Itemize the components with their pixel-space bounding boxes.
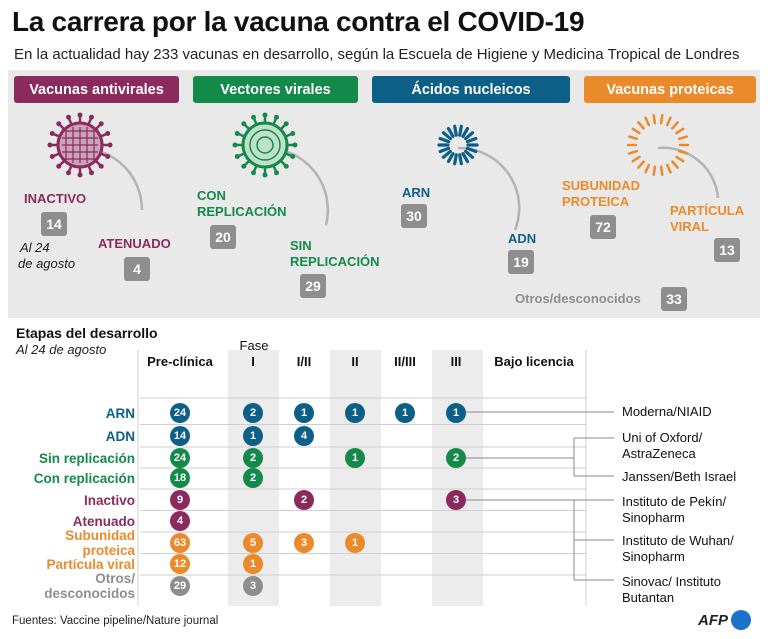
virus-antiviral-icon (47, 112, 113, 178)
label-atenuado: ATENUADO (98, 236, 171, 251)
label-particula-1: PARTÍCULA (670, 203, 745, 218)
stage-count-6-1: 5 (243, 533, 263, 553)
row-label-4: Inactivo (83, 492, 135, 508)
row-label-3: Con replicación (33, 470, 135, 486)
category-viral-vectors: Vectores virales (193, 76, 358, 103)
stage-count-0-5: 1 (446, 403, 466, 423)
row-label-2: Sin replicación (38, 450, 135, 466)
virus-viral-vector-icon (232, 112, 298, 178)
stage-count-2-0: 24 (170, 448, 190, 468)
stage-count-4-0: 9 (170, 490, 190, 510)
stage-count-1-1: 1 (243, 426, 263, 446)
row-label-5: Atenuado (72, 513, 135, 529)
stage-count-7-0: 12 (170, 554, 190, 574)
stage-count-0-2: 1 (294, 403, 314, 423)
fase-label: Fase (239, 338, 269, 353)
count-sin-replicacion: 29 (300, 274, 326, 298)
label-sin-replicacion-2: REPLICACIÓN (290, 254, 380, 269)
label-subunidad-2: PROTEICA (562, 194, 630, 209)
count-adn: 19 (508, 250, 534, 274)
afp-logo: AFP (698, 610, 751, 630)
org-wuhan-1: Instituto de Wuhan/ (622, 533, 734, 548)
date-note-line2: de agosto (18, 256, 76, 271)
column-header-5: III (450, 354, 462, 369)
stage-count-7-1: 1 (243, 554, 263, 574)
stage-count-4-5: 3 (446, 490, 466, 510)
stage-count-3-0: 18 (170, 468, 190, 488)
column-header-1: I (251, 354, 255, 369)
label-arn: ARN (402, 185, 431, 200)
stages-title: Etapas del desarrollo (16, 325, 158, 341)
source-note: Fuentes: Vaccine pipeline/Nature journal (12, 615, 219, 627)
category-protein: Vacunas proteicas (584, 76, 756, 103)
count-particula: 13 (714, 238, 740, 262)
org-sinovac-2: Butantan (622, 590, 675, 605)
arc-protein (657, 146, 720, 199)
count-otros: 33 (661, 287, 687, 311)
column-header-3: II (351, 354, 359, 369)
label-con-replicacion-2: REPLICACIÓN (197, 204, 287, 219)
count-atenuado: 4 (124, 257, 150, 281)
page-title: La carrera por la vacuna contra el COVID… (12, 6, 585, 37)
label-con-replicacion-1: CON (197, 188, 226, 203)
stages-table-grid (137, 350, 614, 606)
label-adn: ADN (508, 231, 537, 246)
column-header-6: Bajo licencia (494, 354, 574, 369)
stages-subtitle: Al 24 de agosto (16, 342, 107, 357)
page-subtitle: En la actualidad hay 233 vacunas en desa… (14, 46, 740, 63)
stage-count-0-0: 24 (170, 403, 190, 423)
count-con-replicacion: 20 (210, 225, 236, 249)
stage-count-2-5: 2 (446, 448, 466, 468)
stage-count-8-0: 29 (170, 576, 190, 596)
stage-count-4-2: 2 (294, 490, 314, 510)
count-arn: 30 (401, 204, 427, 228)
category-antiviral: Vacunas antivirales (14, 76, 179, 103)
stage-count-0-1: 2 (243, 403, 263, 423)
label-subunidad-1: SUBUNIDAD (562, 178, 640, 193)
afp-globe-icon (731, 610, 751, 630)
row-label-1: ADN (105, 428, 135, 444)
stage-count-6-2: 3 (294, 533, 314, 553)
row-label-7: Partícula viral (46, 556, 135, 572)
count-subunidad: 72 (590, 215, 616, 239)
label-particula-2: VIRAL (670, 219, 709, 234)
row-label-6: Subunidad proteica (65, 528, 135, 558)
column-header-2: I/II (296, 354, 312, 369)
label-otros: Otros/desconocidos (515, 291, 641, 306)
org-wuhan-2: Sinopharm (622, 549, 685, 564)
label-inactivo: INACTIVO (24, 191, 87, 206)
category-nucleic-acids: Ácidos nucleicos (372, 76, 570, 103)
virus-nucleic-acid-icon (437, 124, 479, 166)
stage-count-3-1: 2 (243, 468, 263, 488)
stage-count-0-4: 1 (395, 403, 415, 423)
date-note-line1: Al 24 (20, 240, 50, 255)
stage-count-2-1: 2 (243, 448, 263, 468)
org-sinovac-1: Sinovac/ Instituto (622, 574, 721, 589)
stage-count-5-0: 4 (170, 511, 190, 531)
column-header-4: II/III (394, 354, 416, 369)
org-oxford-1: Uni of Oxford/ (622, 430, 703, 445)
stage-count-8-1: 3 (243, 576, 263, 596)
stage-count-6-3: 1 (345, 533, 365, 553)
stage-count-1-2: 4 (294, 426, 314, 446)
org-connector-lines (466, 411, 614, 581)
stage-count-0-3: 1 (345, 403, 365, 423)
virus-illustrations (47, 112, 720, 231)
org-pekin-2: Sinopharm (622, 510, 685, 525)
row-label-0: ARN (105, 405, 135, 421)
org-oxford-2: AstraZeneca (622, 446, 696, 461)
label-sin-replicacion-1: SIN (290, 238, 312, 253)
stage-count-1-0: 14 (170, 426, 190, 446)
stage-count-2-3: 1 (345, 448, 365, 468)
virus-protein-icon (626, 114, 690, 176)
org-moderna: Moderna/NIAID (622, 404, 712, 419)
org-janssen: Janssen/Beth Israel (622, 469, 737, 484)
column-header-0: Pre-clínica (147, 354, 213, 369)
row-label-8: Otros/desconocidos (44, 571, 135, 601)
org-pekin-1: Instituto de Pekín/ (622, 494, 727, 509)
count-inactivo: 14 (41, 212, 67, 236)
afp-logo-text: AFP (698, 611, 728, 629)
stage-count-6-0: 63 (170, 533, 190, 553)
